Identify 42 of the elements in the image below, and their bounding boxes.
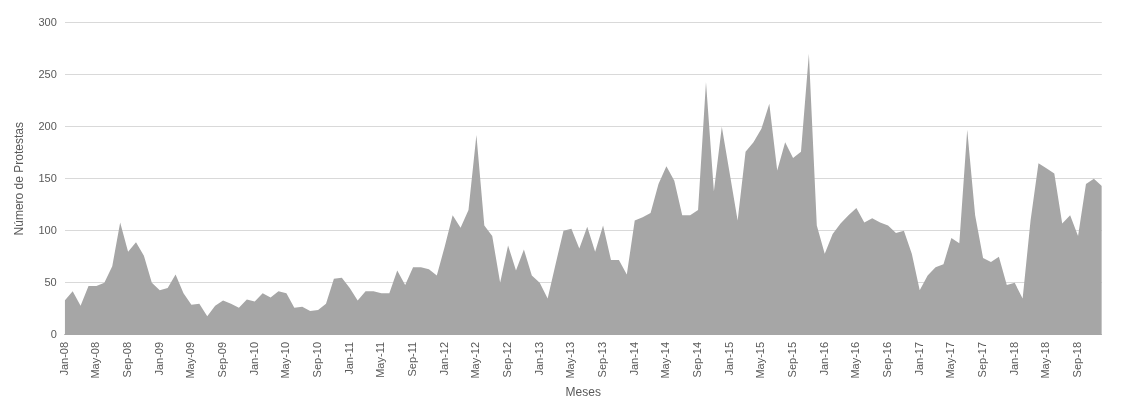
x-tick-label: Jan-10 xyxy=(247,341,260,376)
x-tick-label: Jan-09 xyxy=(152,341,165,376)
x-tick-label: May-11 xyxy=(374,341,387,378)
y-axis-title: Número de Protestas xyxy=(11,122,26,236)
x-tick-label: Sep-14 xyxy=(691,341,704,378)
x-tick-label: Jan-15 xyxy=(722,341,735,376)
x-tick-label: May-16 xyxy=(849,341,862,379)
x-tick-label: Jan-12 xyxy=(437,341,450,376)
x-tick-label: May-10 xyxy=(279,341,292,379)
y-tick-label: 100 xyxy=(38,223,57,236)
x-tick-label: Sep-09 xyxy=(216,341,229,378)
x-tick-label: Sep-10 xyxy=(311,341,324,378)
x-tick-label: Jan-14 xyxy=(627,341,640,376)
y-tick-label: 200 xyxy=(38,119,57,132)
x-tick-label: Jan-18 xyxy=(1007,341,1020,376)
x-tick-label: Sep-18 xyxy=(1071,341,1084,378)
x-tick-label: May-08 xyxy=(89,341,102,379)
x-tick-label: Jan-16 xyxy=(817,341,830,376)
y-tick-label: 150 xyxy=(38,171,57,184)
x-tick-label: Jan-17 xyxy=(912,341,925,376)
x-tick-label: May-14 xyxy=(659,341,672,379)
x-tick-label: Sep-15 xyxy=(786,341,799,378)
x-axis-title: Meses xyxy=(565,385,601,400)
x-tick-label: Sep-17 xyxy=(976,341,989,378)
x-tick-label: Sep-13 xyxy=(596,341,609,378)
x-tick-label: May-09 xyxy=(184,341,197,379)
x-tick-label: May-12 xyxy=(469,341,482,379)
y-tick-label: 0 xyxy=(50,327,57,340)
x-tick-label: Jan-13 xyxy=(532,341,545,376)
x-tick-label: Sep-16 xyxy=(881,341,894,378)
x-tick-label: May-15 xyxy=(754,341,767,379)
x-tick-label: Sep-08 xyxy=(121,341,134,378)
x-tick-label: May-18 xyxy=(1039,341,1052,379)
x-tick-label: May-13 xyxy=(564,341,577,379)
x-tick-label: Sep-11 xyxy=(406,341,419,377)
x-tick-label: Sep-12 xyxy=(501,341,514,378)
x-tick-label: May-17 xyxy=(944,341,957,379)
x-tick-label: Jan-08 xyxy=(57,341,70,376)
y-tick-label: 250 xyxy=(38,67,57,80)
x-tick-label: Jan-11 xyxy=(342,341,355,375)
y-tick-label: 300 xyxy=(38,15,57,28)
y-tick-label: 50 xyxy=(44,275,57,288)
